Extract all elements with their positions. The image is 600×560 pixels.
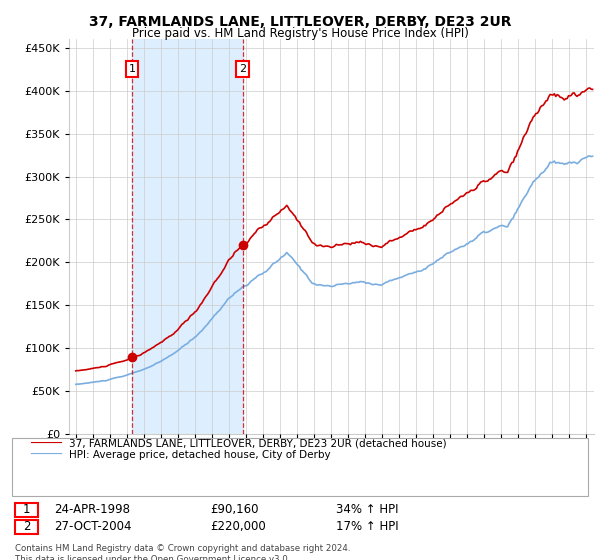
- Text: 17% ↑ HPI: 17% ↑ HPI: [336, 520, 398, 533]
- Text: 2: 2: [239, 64, 246, 74]
- Text: 34% ↑ HPI: 34% ↑ HPI: [336, 503, 398, 516]
- Text: £90,160: £90,160: [210, 503, 259, 516]
- Text: 37, FARMLANDS LANE, LITTLEOVER, DERBY, DE23 2UR (detached house): 37, FARMLANDS LANE, LITTLEOVER, DERBY, D…: [69, 438, 446, 449]
- Text: 37, FARMLANDS LANE, LITTLEOVER, DERBY, DE23 2UR: 37, FARMLANDS LANE, LITTLEOVER, DERBY, D…: [89, 15, 511, 29]
- Text: 24-APR-1998: 24-APR-1998: [54, 503, 130, 516]
- Text: Contains HM Land Registry data © Crown copyright and database right 2024.
This d: Contains HM Land Registry data © Crown c…: [15, 544, 350, 560]
- Text: 1: 1: [23, 503, 30, 516]
- Bar: [132, 39, 242, 434]
- Text: £220,000: £220,000: [210, 520, 266, 533]
- Text: HPI: Average price, detached house, City of Derby: HPI: Average price, detached house, City…: [69, 450, 331, 460]
- Text: ────: ────: [30, 448, 62, 461]
- Text: 27-OCT-2004: 27-OCT-2004: [54, 520, 131, 533]
- Text: ────: ────: [30, 437, 62, 450]
- Text: 1: 1: [128, 64, 136, 74]
- Text: 2: 2: [23, 520, 30, 533]
- Text: Price paid vs. HM Land Registry's House Price Index (HPI): Price paid vs. HM Land Registry's House …: [131, 27, 469, 40]
